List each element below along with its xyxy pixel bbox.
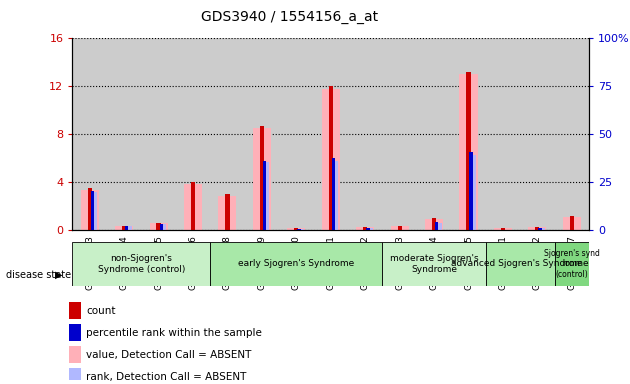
- Bar: [435, 222, 438, 230]
- Bar: [149, 223, 168, 230]
- Text: count: count: [86, 306, 116, 316]
- Bar: [451, 38, 486, 230]
- Bar: [539, 228, 542, 230]
- Bar: [554, 38, 589, 230]
- Text: ▶: ▶: [55, 270, 63, 280]
- Bar: [332, 158, 335, 230]
- Bar: [570, 216, 574, 230]
- Bar: [486, 242, 554, 286]
- Bar: [176, 38, 210, 230]
- Text: disease state: disease state: [6, 270, 71, 280]
- Bar: [398, 225, 402, 230]
- Bar: [494, 228, 512, 230]
- Bar: [72, 38, 107, 230]
- Bar: [365, 228, 373, 230]
- Bar: [141, 38, 176, 230]
- Bar: [563, 217, 581, 230]
- Bar: [72, 242, 210, 286]
- Bar: [322, 89, 340, 230]
- Bar: [297, 228, 301, 230]
- Text: GDS3940 / 1554156_a_at: GDS3940 / 1554156_a_at: [201, 10, 379, 23]
- Bar: [468, 155, 476, 230]
- Bar: [382, 242, 486, 286]
- Bar: [294, 228, 299, 230]
- Bar: [69, 346, 81, 363]
- Bar: [432, 218, 436, 230]
- Bar: [263, 161, 266, 230]
- Bar: [314, 38, 348, 230]
- Bar: [91, 191, 94, 230]
- Bar: [69, 368, 81, 384]
- Bar: [261, 162, 270, 230]
- Bar: [244, 38, 279, 230]
- Bar: [158, 224, 166, 230]
- Text: percentile rank within the sample: percentile rank within the sample: [86, 328, 262, 338]
- Bar: [459, 74, 478, 230]
- Text: non-Sjogren's
Syndrome (control): non-Sjogren's Syndrome (control): [98, 254, 185, 274]
- Bar: [520, 38, 554, 230]
- Bar: [391, 226, 409, 230]
- Bar: [159, 224, 163, 230]
- Bar: [434, 223, 442, 230]
- Bar: [466, 72, 471, 230]
- Bar: [107, 38, 141, 230]
- Bar: [287, 228, 306, 230]
- Bar: [210, 242, 382, 286]
- Bar: [356, 227, 374, 230]
- Bar: [89, 192, 97, 230]
- Bar: [366, 228, 370, 230]
- Bar: [69, 324, 81, 341]
- Bar: [537, 228, 545, 230]
- Bar: [226, 194, 229, 230]
- Bar: [279, 38, 314, 230]
- Bar: [124, 227, 132, 230]
- Bar: [156, 223, 161, 230]
- Text: early Sjogren's Syndrome: early Sjogren's Syndrome: [238, 260, 355, 268]
- Text: moderate Sjogren's
Syndrome: moderate Sjogren's Syndrome: [390, 254, 478, 274]
- Bar: [296, 229, 304, 230]
- Bar: [191, 182, 195, 230]
- Bar: [425, 219, 443, 230]
- Bar: [554, 242, 589, 286]
- Bar: [260, 126, 264, 230]
- Bar: [363, 227, 367, 230]
- Bar: [469, 152, 473, 230]
- Bar: [125, 226, 129, 230]
- Bar: [501, 228, 505, 230]
- Bar: [115, 226, 133, 230]
- Bar: [219, 195, 236, 230]
- Bar: [81, 190, 99, 230]
- Bar: [382, 38, 417, 230]
- Bar: [417, 38, 451, 230]
- Text: advanced Sjogren's Syndrome: advanced Sjogren's Syndrome: [451, 260, 589, 268]
- Bar: [184, 184, 202, 230]
- Text: rank, Detection Call = ABSENT: rank, Detection Call = ABSENT: [86, 372, 247, 382]
- Bar: [122, 225, 126, 230]
- Bar: [529, 227, 546, 230]
- Bar: [486, 38, 520, 230]
- Bar: [348, 38, 382, 230]
- Text: Sjogren's synd
rome
(control): Sjogren's synd rome (control): [544, 249, 600, 279]
- Bar: [329, 86, 333, 230]
- Bar: [331, 161, 338, 230]
- Bar: [536, 227, 539, 230]
- Bar: [88, 189, 92, 230]
- Bar: [253, 128, 271, 230]
- Text: value, Detection Call = ABSENT: value, Detection Call = ABSENT: [86, 350, 251, 360]
- Bar: [69, 303, 81, 319]
- Bar: [210, 38, 244, 230]
